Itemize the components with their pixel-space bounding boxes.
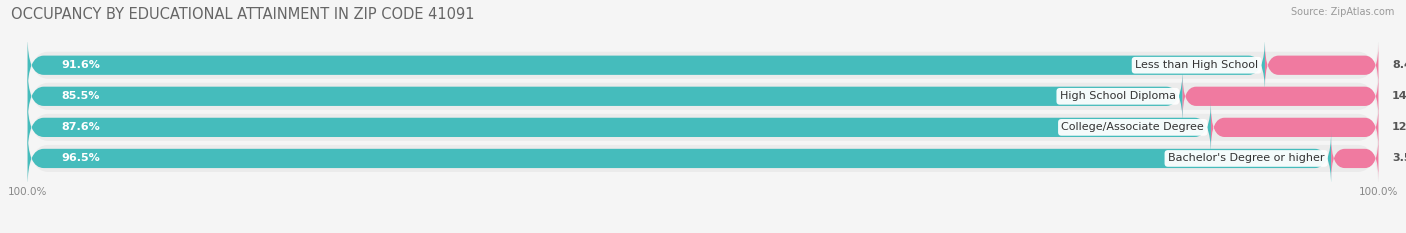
FancyBboxPatch shape (1331, 137, 1378, 180)
Text: 85.5%: 85.5% (62, 91, 100, 101)
FancyBboxPatch shape (28, 32, 1378, 98)
Text: 91.6%: 91.6% (62, 60, 100, 70)
FancyBboxPatch shape (28, 131, 1331, 186)
Legend: Owner-occupied, Renter-occupied: Owner-occupied, Renter-occupied (578, 230, 828, 233)
FancyBboxPatch shape (28, 69, 1182, 124)
Text: 87.6%: 87.6% (62, 122, 100, 132)
FancyBboxPatch shape (28, 125, 1378, 192)
Text: Source: ZipAtlas.com: Source: ZipAtlas.com (1291, 7, 1395, 17)
Text: High School Diploma: High School Diploma (1060, 91, 1175, 101)
FancyBboxPatch shape (1265, 44, 1378, 87)
FancyBboxPatch shape (1211, 106, 1378, 149)
Text: College/Associate Degree: College/Associate Degree (1062, 122, 1204, 132)
FancyBboxPatch shape (28, 100, 1211, 155)
Text: Bachelor's Degree or higher: Bachelor's Degree or higher (1168, 154, 1324, 163)
Text: Less than High School: Less than High School (1135, 60, 1258, 70)
Text: 96.5%: 96.5% (62, 154, 100, 163)
Text: OCCUPANCY BY EDUCATIONAL ATTAINMENT IN ZIP CODE 41091: OCCUPANCY BY EDUCATIONAL ATTAINMENT IN Z… (11, 7, 475, 22)
FancyBboxPatch shape (28, 63, 1378, 129)
FancyBboxPatch shape (1182, 75, 1378, 118)
Text: 3.5%: 3.5% (1392, 154, 1406, 163)
Text: 12.4%: 12.4% (1392, 122, 1406, 132)
FancyBboxPatch shape (28, 38, 1265, 93)
Text: 14.5%: 14.5% (1392, 91, 1406, 101)
FancyBboxPatch shape (28, 94, 1378, 161)
Text: 8.4%: 8.4% (1392, 60, 1406, 70)
